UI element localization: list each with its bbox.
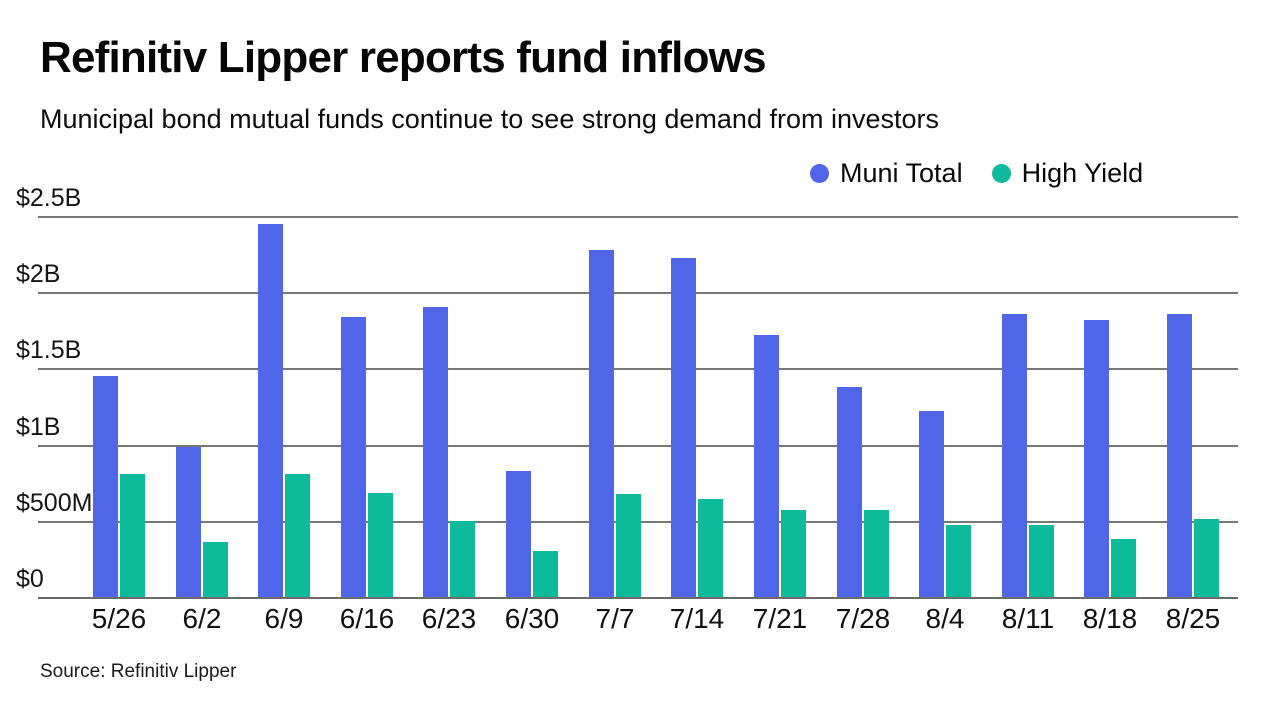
x-axis-label: 7/7 bbox=[595, 603, 635, 634]
x-axis-label: 6/23 bbox=[421, 603, 477, 634]
bar-muni-total bbox=[506, 471, 531, 597]
bar-muni-total bbox=[919, 411, 944, 597]
bar-high-yield bbox=[1194, 519, 1219, 597]
bar-high-yield bbox=[368, 493, 393, 597]
y-axis-label: $2.5B bbox=[16, 184, 82, 212]
x-axis-label: 8/18 bbox=[1082, 603, 1138, 634]
x-axis-label: 7/14 bbox=[669, 603, 725, 634]
bar-high-yield bbox=[203, 542, 228, 597]
legend-swatch-icon bbox=[991, 163, 1011, 183]
chart-legend: Muni Total High Yield bbox=[810, 157, 1144, 189]
bar-muni-total bbox=[1167, 314, 1192, 597]
bar-muni-total bbox=[93, 376, 118, 597]
bar-muni-total bbox=[1084, 320, 1109, 597]
x-axis-line bbox=[38, 597, 1238, 599]
x-axis-label: 8/25 bbox=[1165, 603, 1221, 634]
y-axis-label: $1.5B bbox=[16, 336, 82, 364]
bar-high-yield bbox=[533, 551, 558, 597]
x-axis-label: 5/26 bbox=[91, 603, 147, 634]
bar-high-yield bbox=[285, 474, 310, 597]
x-axis-label: 7/28 bbox=[835, 603, 891, 634]
legend-label: Muni Total bbox=[840, 157, 963, 188]
gridline bbox=[38, 292, 1238, 294]
y-axis-label: $2B bbox=[16, 260, 61, 288]
legend-label: High Yield bbox=[1021, 157, 1144, 188]
bar-muni-total bbox=[423, 307, 448, 597]
bar-muni-total bbox=[754, 335, 779, 597]
bar-muni-total bbox=[837, 387, 862, 597]
gridline bbox=[38, 445, 1238, 447]
legend-item: High Yield bbox=[991, 157, 1144, 189]
bar-high-yield bbox=[1029, 525, 1054, 597]
gridline bbox=[38, 216, 1238, 218]
legend-item: Muni Total bbox=[810, 158, 963, 189]
bar-high-yield bbox=[450, 521, 475, 597]
bar-muni-total bbox=[1002, 314, 1027, 597]
bar-high-yield bbox=[616, 494, 641, 597]
bar-muni-total bbox=[176, 447, 201, 597]
x-axis-label: 6/16 bbox=[339, 603, 395, 634]
bar-muni-total bbox=[341, 317, 366, 597]
bar-muni-total bbox=[671, 258, 696, 597]
bar-high-yield bbox=[698, 499, 723, 597]
source-attribution: Source: Refinitiv Lipper bbox=[40, 661, 237, 682]
bar-high-yield bbox=[1111, 539, 1136, 597]
x-axis-label: 6/9 bbox=[264, 603, 304, 634]
x-axis-label: 8/11 bbox=[1001, 603, 1055, 634]
bar-high-yield bbox=[864, 510, 889, 597]
bar-muni-total bbox=[589, 250, 614, 597]
legend-swatch-icon bbox=[810, 163, 829, 183]
bar-muni-total bbox=[258, 224, 283, 597]
gridline bbox=[38, 368, 1238, 370]
x-axis-label: 8/4 bbox=[925, 603, 965, 634]
y-axis-label: $500M bbox=[16, 489, 93, 517]
x-axis-label: 6/30 bbox=[504, 603, 560, 634]
bar-high-yield bbox=[120, 474, 145, 597]
y-axis-label: $0 bbox=[16, 565, 44, 593]
x-axis-label: 7/21 bbox=[752, 603, 808, 634]
page-title: Refinitiv Lipper reports fund inflows bbox=[40, 33, 767, 82]
bar-high-yield bbox=[781, 510, 806, 597]
x-axis-label: 6/2 bbox=[182, 603, 222, 634]
y-axis-label: $1B bbox=[16, 413, 61, 441]
bar-high-yield bbox=[946, 525, 971, 597]
page-subtitle: Municipal bond mutual funds continue to … bbox=[40, 104, 940, 134]
